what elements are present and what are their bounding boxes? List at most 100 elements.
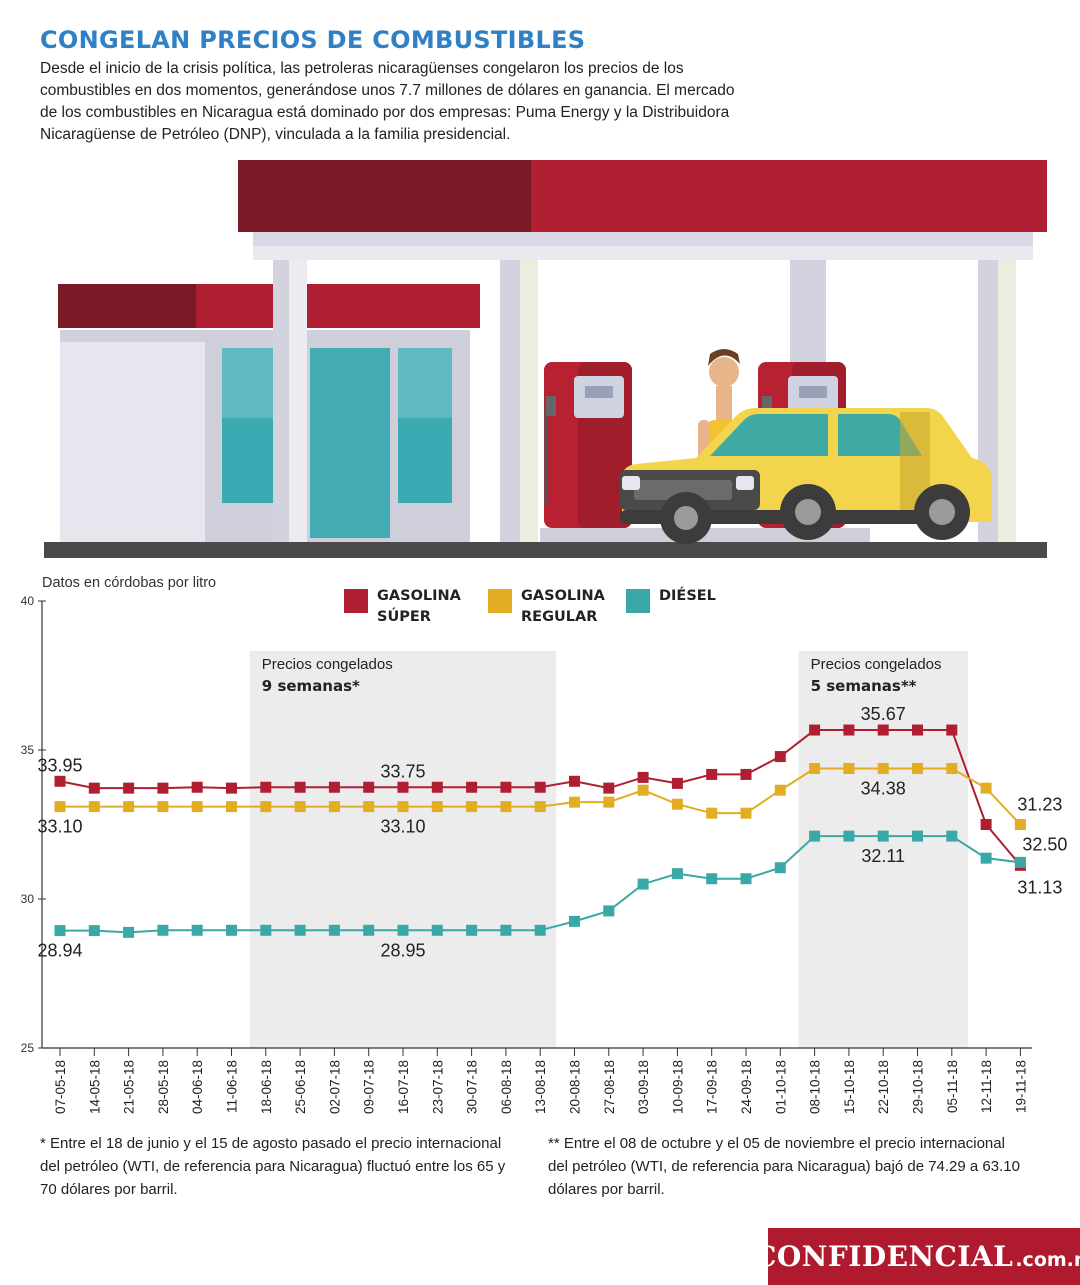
data-point xyxy=(1014,856,1026,868)
frozen-period-label: Precios congelados xyxy=(811,656,942,673)
data-point xyxy=(226,801,237,813)
data-point xyxy=(603,905,615,917)
data-point xyxy=(397,924,409,936)
x-tick-label: 21-05-18 xyxy=(122,1060,137,1114)
data-point xyxy=(946,762,958,774)
data-point xyxy=(980,852,992,864)
data-point xyxy=(54,775,66,787)
x-tick-label: 19-11-18 xyxy=(1013,1060,1028,1113)
x-tick-label: 27-08-18 xyxy=(602,1060,617,1114)
data-point xyxy=(877,762,889,774)
data-point xyxy=(328,801,340,813)
x-tick-label: 13-08-18 xyxy=(533,1060,548,1114)
car-illustration xyxy=(620,408,992,544)
data-point xyxy=(603,796,615,808)
frozen-period-band xyxy=(249,651,557,1048)
data-point xyxy=(809,724,821,736)
x-tick-label: 22-10-18 xyxy=(876,1060,891,1114)
data-label: 28.94 xyxy=(37,941,82,961)
data-label: 33.10 xyxy=(380,817,425,837)
data-point xyxy=(569,796,580,808)
x-tick-label: 09-07-18 xyxy=(362,1060,377,1114)
brand-domain: .com.ni xyxy=(1015,1248,1080,1271)
data-point xyxy=(877,724,889,736)
data-point xyxy=(843,762,855,774)
y-tick-label: 40 xyxy=(21,594,35,608)
x-tick-label: 20-08-18 xyxy=(568,1060,583,1114)
data-point xyxy=(740,768,752,780)
data-point xyxy=(191,924,203,936)
legend-swatch-diesel xyxy=(626,589,650,613)
data-point xyxy=(191,781,203,793)
data-point xyxy=(774,751,786,763)
x-tick-label: 14-05-18 xyxy=(87,1060,102,1114)
data-point xyxy=(226,924,237,936)
x-tick-label: 25-06-18 xyxy=(293,1060,308,1114)
data-point xyxy=(740,873,752,885)
data-point xyxy=(637,878,649,890)
data-point xyxy=(123,801,135,813)
data-point xyxy=(294,801,306,813)
data-point xyxy=(637,771,649,783)
data-point xyxy=(157,782,169,794)
data-point xyxy=(363,801,375,813)
y-tick-label: 30 xyxy=(21,892,35,906)
data-point xyxy=(191,801,203,813)
data-label: 33.95 xyxy=(37,755,82,775)
data-point xyxy=(534,781,546,793)
data-point xyxy=(260,801,272,813)
data-point xyxy=(774,862,786,874)
x-tick-label: 07-05-18 xyxy=(53,1060,68,1114)
x-tick-label: 03-09-18 xyxy=(636,1060,651,1114)
ground-strip xyxy=(44,542,1047,558)
data-point xyxy=(466,924,478,936)
data-point xyxy=(774,784,786,796)
x-tick-label: 12-11-18 xyxy=(979,1060,994,1113)
data-point xyxy=(671,798,683,810)
data-point xyxy=(671,777,683,789)
frozen-period-label: Precios congelados xyxy=(262,656,393,673)
data-point xyxy=(431,801,443,813)
data-point xyxy=(157,924,169,936)
data-point xyxy=(671,868,683,880)
data-point xyxy=(431,924,443,936)
legend-swatch-regular xyxy=(488,589,512,613)
data-label: 33.10 xyxy=(37,817,82,837)
data-point xyxy=(912,724,923,736)
data-point xyxy=(328,924,340,936)
canopy-dark xyxy=(238,160,533,232)
frozen-period-weeks: 9 semanas* xyxy=(262,677,360,695)
x-tick-label: 29-10-18 xyxy=(911,1060,926,1114)
data-point xyxy=(431,781,443,793)
legend-item-regular: GASOLINA REGULAR xyxy=(488,586,631,628)
x-tick-label: 04-06-18 xyxy=(190,1060,205,1114)
data-point xyxy=(706,768,718,780)
x-tick-label: 11-06-18 xyxy=(225,1060,240,1113)
shop-roof xyxy=(196,284,480,328)
data-point xyxy=(363,781,375,793)
data-point xyxy=(500,781,512,793)
footnote-1: * Entre el 18 de junio y el 15 de agosto… xyxy=(40,1135,506,1198)
data-point xyxy=(500,801,512,813)
data-point xyxy=(157,801,169,813)
data-point xyxy=(912,830,923,842)
data-point xyxy=(946,724,958,736)
data-point xyxy=(534,924,546,936)
legend-item-super: GASOLINA SÚPER xyxy=(344,586,487,628)
shop-window xyxy=(398,348,452,503)
x-tick-label: 30-07-18 xyxy=(465,1060,480,1114)
x-tick-label: 08-10-18 xyxy=(808,1060,823,1114)
data-point xyxy=(946,830,958,842)
data-point xyxy=(843,830,855,842)
data-point xyxy=(226,782,237,794)
data-label: 32.50 xyxy=(1022,835,1067,855)
data-point xyxy=(706,807,718,819)
data-point xyxy=(569,775,580,787)
data-point xyxy=(88,925,100,937)
data-point xyxy=(123,926,135,938)
data-label: 33.75 xyxy=(380,761,425,781)
data-point xyxy=(637,784,649,796)
x-tick-label: 24-09-18 xyxy=(739,1060,754,1114)
data-point xyxy=(809,830,821,842)
y-tick-label: 35 xyxy=(21,743,35,757)
